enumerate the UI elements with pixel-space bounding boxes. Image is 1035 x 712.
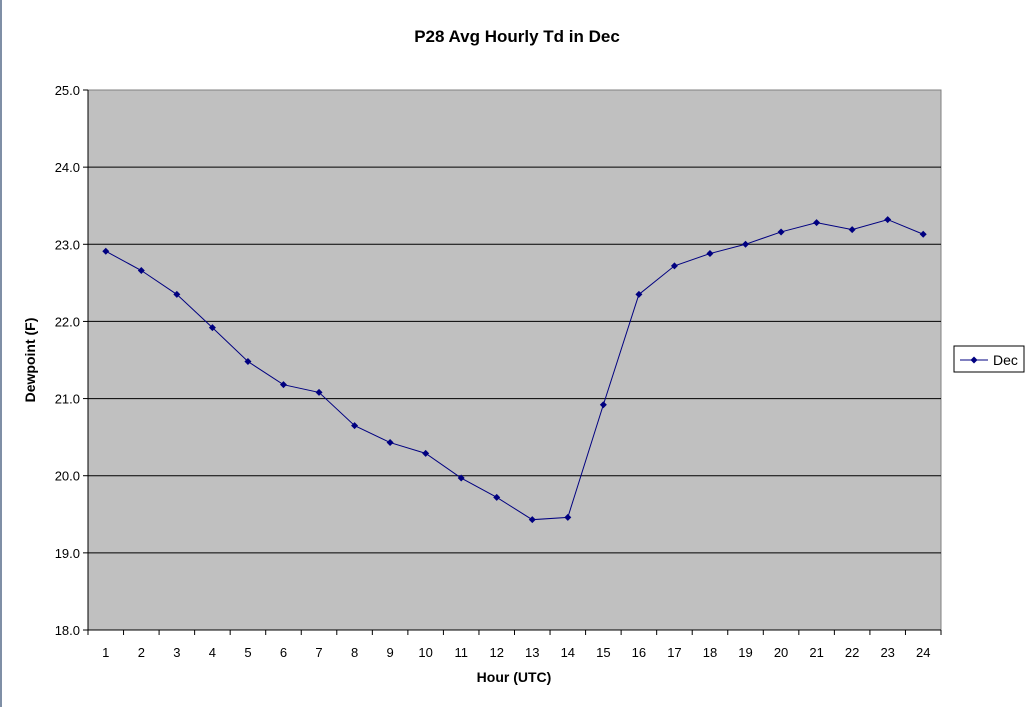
data-point: [777, 228, 785, 236]
x-tick-label: 14: [561, 645, 575, 660]
x-axis-label: Hour (UTC): [477, 669, 552, 685]
x-tick-label: 16: [632, 645, 646, 660]
data-point: [528, 516, 536, 524]
x-tick-label: 9: [386, 645, 393, 660]
x-tick-label: 13: [525, 645, 539, 660]
series-line: [105, 219, 924, 521]
gridlines: [88, 166, 941, 554]
legend: Dec: [953, 345, 1025, 373]
data-point: [351, 422, 359, 430]
series-dec: [102, 216, 927, 524]
data-point: [386, 439, 394, 447]
y-tick-label: 21.0: [55, 392, 80, 407]
x-tick-label: 5: [244, 645, 251, 660]
data-point: [670, 262, 678, 270]
data-point: [102, 247, 110, 255]
x-tick-label: 7: [315, 645, 322, 660]
legend-box: [953, 345, 1025, 373]
x-tick-label: 15: [596, 645, 610, 660]
x-axis: 1 2 3 4 5 6 7 8 9 10 11 12 13 14 15 16 17 18 19 20 21 22 23 24: [87, 629, 942, 660]
x-tick-label: 19: [738, 645, 752, 660]
data-point: [919, 230, 927, 238]
x-tick-label: 20: [774, 645, 788, 660]
x-tick-label: 2: [138, 645, 145, 660]
y-tick-label: 24.0: [55, 160, 80, 175]
y-tick-label: 19.0: [55, 546, 80, 561]
data-point: [315, 388, 323, 396]
data-point: [706, 250, 714, 258]
data-point: [599, 401, 607, 409]
data-point: [244, 358, 252, 366]
data-point: [813, 219, 821, 227]
data-point: [564, 513, 572, 521]
legend-label-dec: Dec: [993, 352, 1018, 368]
data-point: [635, 290, 643, 298]
x-tick-label: 24: [916, 645, 930, 660]
y-tick-label: 18.0: [55, 623, 80, 638]
x-tick-label: 4: [209, 645, 216, 660]
data-point: [173, 290, 181, 298]
x-tick-label: 6: [280, 645, 287, 660]
x-tick-label: 12: [489, 645, 503, 660]
x-tick-label: 22: [845, 645, 859, 660]
data-point: [848, 226, 856, 234]
plot-area: [87, 89, 942, 631]
y-tick-label: 20.0: [55, 469, 80, 484]
x-tick-label: 1: [102, 645, 109, 660]
y-axis-label: Dewpoint (F): [22, 318, 38, 403]
data-point: [422, 449, 430, 457]
window-left-edge: [0, 0, 2, 707]
data-point: [279, 381, 287, 389]
x-tick-label: 21: [809, 645, 823, 660]
x-tick-label: 11: [454, 645, 468, 660]
chart-title: P28 Avg Hourly Td in Dec: [414, 27, 620, 46]
y-tick-label: 23.0: [55, 237, 80, 252]
x-tick-label: 18: [703, 645, 717, 660]
y-axis: 18.0 19.0 20.0 21.0 22.0 23.0 24.0 25.0: [55, 83, 89, 638]
data-point: [493, 493, 501, 501]
data-point: [884, 216, 892, 224]
y-tick-label: 25.0: [55, 83, 80, 98]
legend-marker: [970, 356, 978, 364]
data-point: [137, 267, 145, 275]
x-tick-label: 10: [418, 645, 432, 660]
data-point: [208, 324, 216, 332]
data-point: [457, 474, 465, 482]
x-tick-label: 17: [667, 645, 681, 660]
x-tick-label: 23: [880, 645, 894, 660]
y-tick-label: 22.0: [55, 314, 80, 329]
x-tick-label: 3: [173, 645, 180, 660]
data-point: [742, 240, 750, 248]
x-tick-label: 8: [351, 645, 358, 660]
